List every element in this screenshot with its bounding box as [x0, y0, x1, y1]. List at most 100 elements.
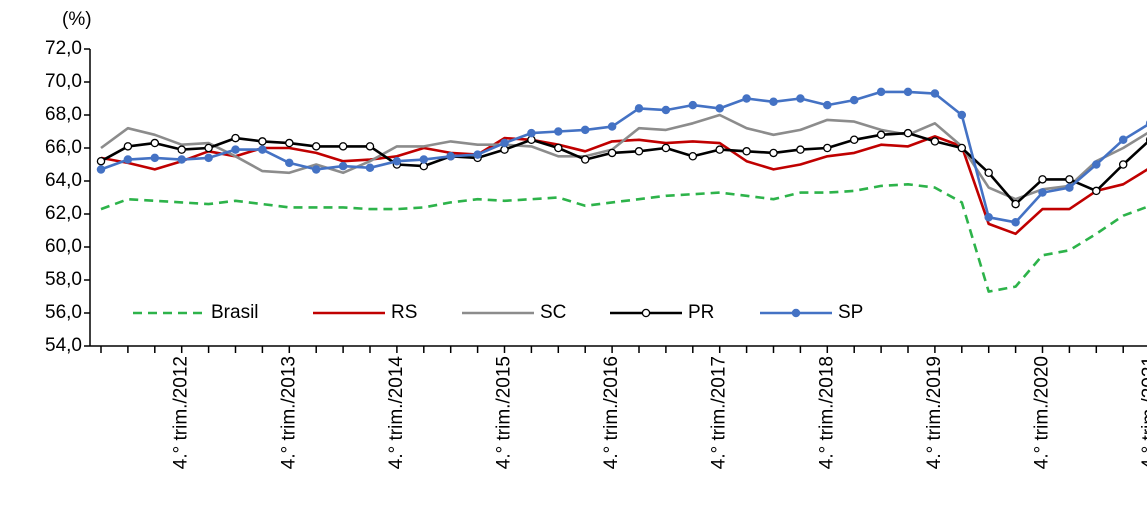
point	[742, 94, 751, 103]
point	[1065, 175, 1074, 184]
point	[311, 165, 321, 174]
x-tick-label: 4.° trim./2018	[816, 356, 837, 469]
point	[204, 153, 213, 163]
point	[1038, 175, 1047, 184]
point	[984, 168, 993, 177]
point	[231, 133, 240, 143]
point	[150, 153, 160, 163]
point	[204, 143, 213, 153]
series-line	[100, 113, 1147, 201]
point	[554, 143, 563, 153]
series-line	[100, 90, 1147, 224]
point	[311, 142, 321, 151]
x-tick-label: 4.° trim./2021	[1139, 356, 1147, 469]
point	[285, 158, 294, 168]
point	[607, 148, 617, 158]
point	[1065, 183, 1074, 192]
point	[123, 155, 133, 164]
point	[823, 100, 832, 110]
point	[1118, 160, 1128, 169]
x-tick-label: 4.° trim./2014	[386, 356, 407, 470]
point	[258, 145, 267, 154]
point	[930, 89, 940, 98]
x-tick-label: 4.° trim./2015	[494, 356, 515, 469]
point	[930, 137, 940, 146]
point	[957, 143, 967, 153]
y-tick-label: 60,0	[45, 236, 82, 257]
legend-marker	[791, 308, 801, 318]
y-tick-label: 68,0	[45, 104, 82, 125]
y-tick-label: 62,0	[45, 203, 82, 224]
point	[769, 148, 778, 158]
point	[96, 165, 106, 174]
point	[554, 127, 563, 136]
point	[715, 104, 724, 113]
point	[634, 104, 644, 113]
point	[1118, 135, 1128, 144]
point	[150, 138, 160, 148]
point	[231, 145, 240, 154]
point	[1038, 188, 1047, 197]
point	[903, 128, 913, 138]
legend-label: Brasil	[211, 302, 259, 323]
point	[96, 156, 106, 166]
point	[285, 138, 294, 148]
point	[634, 147, 644, 156]
y-axis-label: (%)	[62, 9, 92, 30]
y-tick-label: 64,0	[45, 170, 82, 191]
point	[580, 125, 590, 135]
legend-label: SP	[838, 302, 863, 323]
y-tick-label: 58,0	[45, 269, 82, 290]
x-tick-label: 4.° trim./2012	[171, 356, 192, 469]
point	[661, 105, 671, 115]
point	[607, 122, 617, 131]
series-line	[100, 135, 1147, 236]
point	[688, 100, 698, 110]
point	[1092, 186, 1101, 196]
point	[392, 156, 402, 166]
point	[365, 142, 375, 151]
legend-label: SC	[540, 302, 566, 323]
point	[796, 145, 805, 154]
point	[500, 138, 509, 148]
point	[984, 213, 993, 222]
point	[742, 147, 751, 156]
point	[1011, 199, 1020, 209]
point	[715, 145, 724, 154]
x-tick-label: 4.° trim./2019	[924, 356, 945, 469]
point	[688, 151, 698, 161]
point	[849, 95, 859, 105]
point	[876, 130, 886, 140]
legend-label: RS	[391, 302, 417, 323]
x-tick-label: 4.° trim./2013	[278, 356, 299, 469]
point	[177, 145, 186, 154]
legend-label: PR	[688, 302, 714, 323]
y-tick-label: 66,0	[45, 137, 82, 158]
point	[365, 163, 375, 173]
y-tick-label: 72,0	[45, 38, 82, 59]
point	[876, 87, 886, 97]
point	[338, 161, 348, 171]
point	[580, 155, 590, 164]
y-tick-label: 56,0	[45, 302, 82, 323]
series-line	[100, 183, 1147, 293]
point	[903, 87, 913, 97]
point	[849, 135, 859, 144]
y-tick-label: 54,0	[45, 335, 82, 356]
point	[661, 143, 671, 153]
point	[123, 142, 133, 151]
point	[473, 150, 482, 159]
point	[957, 110, 967, 120]
point	[446, 151, 455, 161]
point	[769, 97, 778, 107]
legend-marker	[641, 308, 651, 318]
point	[419, 155, 429, 164]
point	[258, 137, 267, 146]
point	[527, 128, 536, 138]
series-line	[100, 131, 1147, 206]
x-tick-label: 4.° trim./2016	[601, 356, 622, 469]
x-tick-label: 4.° trim./2017	[709, 356, 730, 469]
point	[338, 142, 348, 151]
y-tick-label: 70,0	[45, 71, 82, 92]
